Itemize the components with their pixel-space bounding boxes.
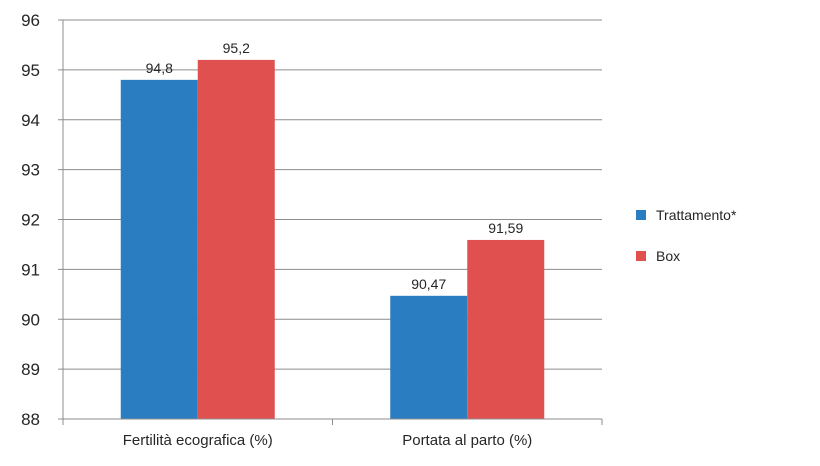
- bar-value-label: 95,2: [223, 40, 250, 56]
- y-tick-label: 94: [21, 111, 40, 130]
- legend: Trattamento* Box: [636, 207, 737, 264]
- bar-value-label: 94,8: [146, 60, 173, 76]
- x-tick-label: Fertilità ecografica (%): [123, 432, 273, 449]
- y-tick-label: 88: [21, 410, 40, 429]
- bars: [120, 59, 545, 420]
- y-tick-label: 96: [21, 11, 40, 30]
- y-tick-label: 95: [21, 61, 40, 80]
- y-tick-label: 92: [21, 211, 40, 230]
- bar-value-label: 91,59: [488, 220, 523, 236]
- legend-label: Box: [656, 248, 680, 264]
- y-tick-label: 89: [21, 360, 40, 379]
- y-tick-label: 90: [21, 310, 40, 329]
- bar: [467, 239, 545, 419]
- legend-swatch: [636, 210, 646, 220]
- labels: 88 89 90 91 92 93 94 95 96 94,8 95,2 Fertilità ecog…: [21, 11, 532, 449]
- bar-value-label: 90,47: [411, 276, 446, 292]
- legend-label: Trattamento*: [656, 207, 737, 223]
- bar: [197, 59, 275, 420]
- y-tick-label: 93: [21, 161, 40, 180]
- x-tick-label: Portata al parto (%): [402, 432, 532, 449]
- y-tick-label: 91: [21, 260, 40, 279]
- legend-swatch: [636, 251, 646, 261]
- axes: [58, 19, 603, 425]
- bar: [120, 79, 198, 419]
- bar: [390, 295, 468, 419]
